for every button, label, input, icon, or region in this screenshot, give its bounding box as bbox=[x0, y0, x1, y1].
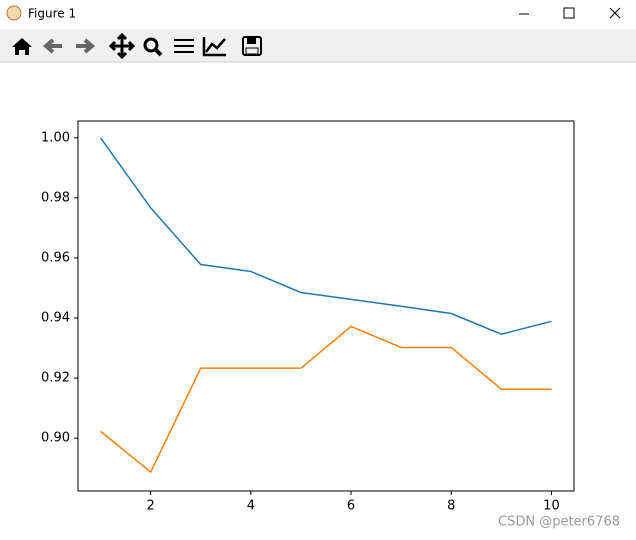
y-tick-label: 0.94 bbox=[41, 311, 70, 326]
y-tick-label: 0.96 bbox=[41, 250, 70, 265]
x-tick-label: 10 bbox=[543, 499, 560, 514]
x-tick-label: 8 bbox=[447, 499, 455, 514]
y-tick-label: 0.90 bbox=[41, 431, 70, 446]
back-button[interactable] bbox=[42, 38, 62, 54]
close-button[interactable] bbox=[609, 7, 621, 19]
watermark: CSDN @peter6768 bbox=[498, 515, 620, 530]
zoom-button[interactable] bbox=[143, 37, 163, 57]
configure-button[interactable] bbox=[174, 39, 194, 53]
series-line bbox=[100, 325, 552, 474]
series-line bbox=[99, 137, 552, 336]
app-icon bbox=[6, 5, 22, 21]
x-tick-label: 2 bbox=[147, 499, 155, 514]
x-tick-label: 4 bbox=[247, 499, 255, 514]
edit-axis-button[interactable] bbox=[202, 37, 226, 57]
title-bar bbox=[0, 0, 636, 28]
pan-button[interactable] bbox=[108, 32, 136, 60]
maximize-button[interactable] bbox=[563, 7, 575, 19]
forward-button[interactable] bbox=[76, 38, 96, 54]
home-button[interactable] bbox=[12, 38, 32, 55]
save-button[interactable] bbox=[242, 36, 262, 56]
y-tick-label: 0.92 bbox=[41, 371, 70, 386]
toolbar bbox=[0, 29, 636, 62]
y-tick-label: 1.00 bbox=[41, 130, 70, 145]
x-tick-label: 6 bbox=[347, 499, 355, 514]
plot-frame bbox=[77, 120, 575, 492]
y-tick-label: 0.98 bbox=[41, 190, 70, 205]
window-title: Figure 1 bbox=[28, 7, 76, 21]
